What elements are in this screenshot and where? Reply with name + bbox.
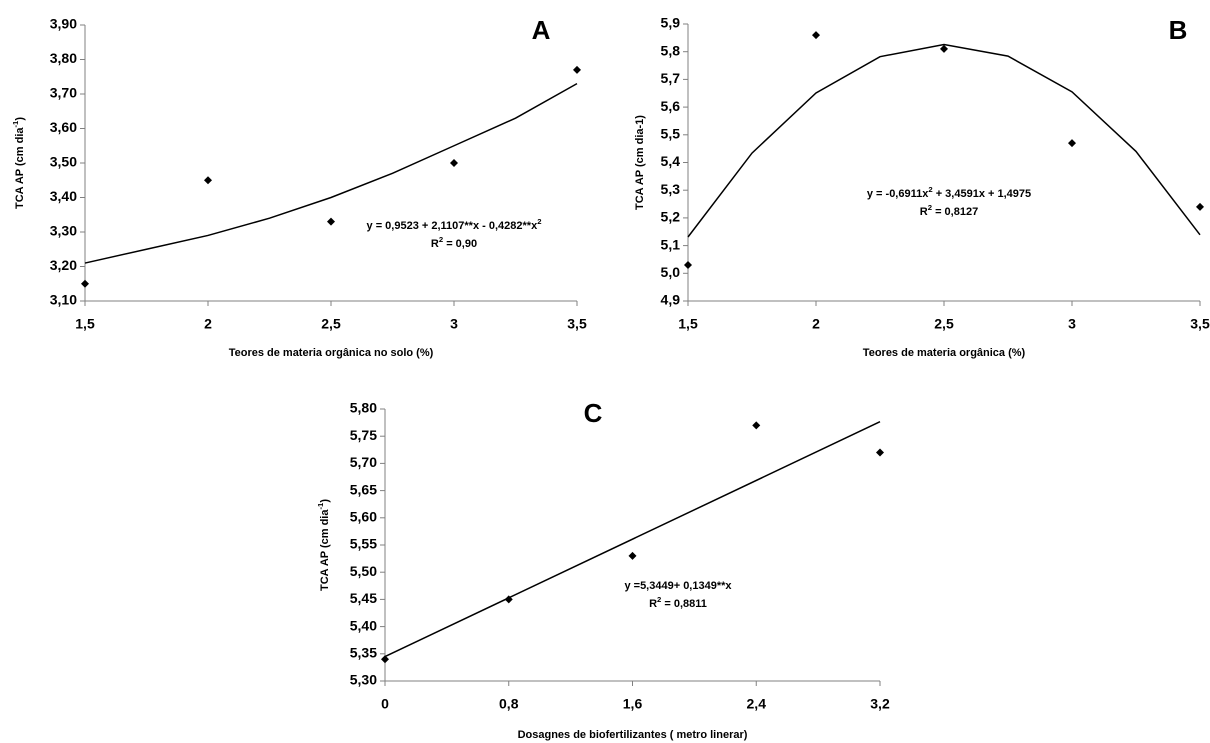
x-axis-title: Teores de materia orgânica no solo (%): [229, 347, 434, 359]
y-tick-label: 5,0: [661, 264, 681, 280]
y-axis-title-part: TCA AP (cm dia-1): [634, 115, 646, 210]
trend-line: [85, 84, 577, 263]
point: [752, 421, 760, 429]
y-tick-label: 5,5: [661, 126, 681, 142]
y-tick-label: 4,9: [661, 292, 681, 308]
y-axis-title: TCA AP (cm dia-1): [634, 115, 646, 210]
y-tick-label: 5,3: [661, 181, 681, 197]
y-tick-label: 3,10: [50, 292, 77, 308]
y-tick-label: 3,50: [50, 154, 77, 170]
x-tick-label: 1,5: [75, 316, 95, 332]
point: [940, 45, 948, 53]
figure: 3,103,203,303,403,503,603,703,803,901,52…: [0, 0, 1210, 743]
y-tick-label: 5,1: [661, 236, 681, 252]
y-tick-label: 5,80: [350, 400, 377, 416]
r-squared-part: = 0,90: [443, 238, 477, 250]
point: [81, 280, 89, 288]
point: [573, 66, 581, 74]
x-tick-label: 2,5: [934, 316, 954, 332]
r-squared-part: R: [649, 598, 657, 610]
point: [1196, 203, 1204, 211]
y-tick-label: 3,80: [50, 50, 77, 66]
y-tick-label: 3,40: [50, 188, 77, 204]
point: [684, 261, 692, 269]
x-tick-label: 1,6: [623, 696, 643, 712]
y-tick-label: 5,65: [350, 481, 377, 497]
x-tick-label: 3,5: [1190, 316, 1210, 332]
x-tick-label: 2: [204, 316, 212, 332]
y-tick-label: 5,2: [661, 209, 681, 225]
y-tick-label: 5,4: [661, 153, 681, 169]
y-axis-title-part: TCA AP (cm dia: [14, 127, 26, 209]
equation-part: 2: [537, 217, 541, 226]
r-squared-part: = 0,8811: [661, 598, 707, 610]
point: [1068, 139, 1076, 147]
r-squared-part: R: [431, 238, 439, 250]
equation: y =5,3449+ 0,1349**x: [624, 580, 732, 592]
point: [812, 31, 820, 39]
equation-part: y =5,3449+ 0,1349**x: [624, 580, 732, 592]
r-squared-part: = 0,8127: [932, 206, 978, 218]
y-tick-label: 5,35: [350, 645, 377, 661]
y-tick-label: 5,50: [350, 563, 377, 579]
y-tick-label: 5,45: [350, 590, 377, 606]
x-tick-label: 0,8: [499, 696, 519, 712]
x-axis-title: Dosagnes de biofertilizantes ( metro lin…: [518, 729, 748, 741]
equation-part: + 3,4591x + 1,4975: [933, 188, 1031, 200]
y-tick-label: 3,60: [50, 119, 77, 135]
point: [327, 218, 335, 226]
x-tick-label: 2: [812, 316, 820, 332]
equation: y = -0,6911x2 + 3,4591x + 1,4975: [867, 185, 1031, 200]
x-tick-label: 1,5: [678, 316, 698, 332]
y-tick-label: 5,6: [661, 98, 681, 114]
y-tick-label: 5,40: [350, 617, 377, 633]
x-tick-label: 3,5: [567, 316, 587, 332]
x-tick-label: 3: [450, 316, 458, 332]
y-axis-title-part: TCA AP (cm dia: [319, 509, 331, 591]
y-axis-title-part: ): [319, 499, 331, 503]
x-tick-label: 2,5: [321, 316, 341, 332]
y-tick-label: 5,30: [350, 672, 377, 688]
point: [876, 449, 884, 457]
x-axis-title: Teores de materia orgânica (%): [863, 347, 1026, 359]
y-axis-title: TCA AP (cm dia-1): [316, 499, 331, 591]
chart-title: C: [584, 398, 603, 428]
y-tick-label: 5,70: [350, 454, 377, 470]
y-tick-label: 5,7: [661, 70, 681, 86]
page: 3,103,203,303,403,503,603,703,803,901,52…: [0, 0, 1210, 743]
equation-part: y = 0,9523 + 2,1107**x - 0,4282**x: [367, 220, 539, 232]
y-axis-title-part: ): [14, 117, 26, 121]
y-tick-label: 5,75: [350, 427, 377, 443]
x-tick-label: 0: [381, 696, 389, 712]
x-tick-label: 3: [1068, 316, 1076, 332]
y-tick-label: 3,70: [50, 85, 77, 101]
y-axis-title: TCA AP (cm dia-1): [11, 117, 26, 209]
equation-part: y = -0,6911x: [867, 188, 929, 200]
r-squared: R2 = 0,8811: [649, 595, 707, 610]
point: [629, 552, 637, 560]
y-tick-label: 5,8: [661, 42, 681, 58]
x-tick-label: 2,4: [747, 696, 767, 712]
y-tick-label: 5,60: [350, 509, 377, 525]
point: [204, 176, 212, 184]
point: [450, 159, 458, 167]
x-tick-label: 3,2: [870, 696, 890, 712]
chart-title: B: [1169, 15, 1188, 45]
r-squared: R2 = 0,8127: [920, 203, 978, 218]
y-tick-label: 3,30: [50, 223, 77, 239]
chart-title: A: [532, 15, 551, 45]
equation: y = 0,9523 + 2,1107**x - 0,4282**x2: [367, 217, 542, 232]
y-tick-label: 3,90: [50, 16, 77, 32]
y-tick-label: 3,20: [50, 257, 77, 273]
y-tick-label: 5,9: [661, 15, 681, 31]
y-tick-label: 5,55: [350, 536, 377, 552]
r-squared-part: R: [920, 206, 928, 218]
trend-line: [385, 422, 880, 657]
r-squared: R2 = 0,90: [431, 235, 477, 250]
